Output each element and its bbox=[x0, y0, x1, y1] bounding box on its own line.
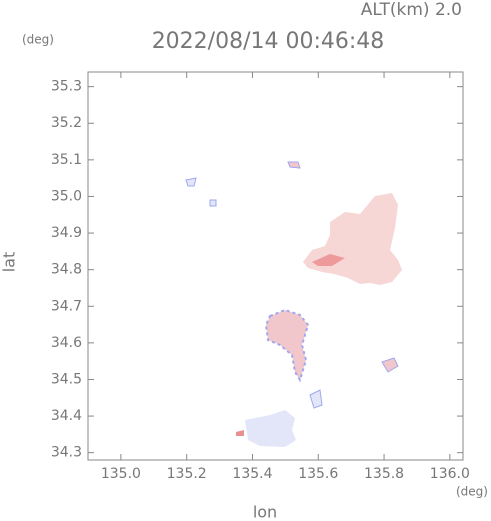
x-tick-label: 135.0 bbox=[101, 466, 141, 482]
y-tick-label: 34.7 bbox=[51, 298, 82, 314]
echo-region bbox=[312, 254, 345, 266]
y-tick-label: 34.5 bbox=[51, 371, 82, 387]
echo-region bbox=[245, 410, 296, 447]
plot-frame bbox=[87, 71, 464, 461]
echo-region bbox=[381, 357, 399, 373]
y-tick-label: 35.0 bbox=[51, 188, 82, 204]
x-unit: (deg) bbox=[456, 485, 488, 499]
x-tick-label: 135.8 bbox=[364, 466, 404, 482]
y-tick-label: 34.8 bbox=[51, 262, 82, 278]
y-tick-label: 35.2 bbox=[51, 115, 82, 131]
x-axis-label: lon bbox=[253, 503, 277, 521]
y-tick-label: 34.4 bbox=[51, 408, 82, 424]
y-tick-label: 34.9 bbox=[51, 225, 82, 241]
echo-regions bbox=[185, 161, 402, 447]
subtitle: ALT(km) 2.0 bbox=[361, 0, 462, 20]
x-tick-label: 135.6 bbox=[298, 466, 338, 482]
x-tick-label: 135.2 bbox=[167, 466, 207, 482]
echo-region bbox=[209, 199, 217, 207]
echo-region bbox=[303, 193, 402, 285]
y-tick-label: 34.3 bbox=[51, 445, 82, 461]
y-axis-label: lat bbox=[0, 252, 19, 273]
x-tick-label: 135.4 bbox=[232, 466, 272, 482]
echo-region bbox=[185, 177, 197, 187]
echo-region bbox=[309, 389, 323, 409]
y-tick-label: 35.3 bbox=[51, 79, 82, 95]
y-unit: (deg) bbox=[22, 33, 54, 47]
x-tick-label: 136.0 bbox=[430, 466, 470, 482]
y-tick-label: 35.1 bbox=[51, 152, 82, 168]
echo-region bbox=[236, 430, 244, 436]
y-tick-label: 34.6 bbox=[51, 335, 82, 351]
echo-region bbox=[287, 161, 301, 169]
chart-title: 2022/08/14 00:46:48 bbox=[152, 29, 385, 54]
echo-region bbox=[264, 308, 310, 383]
